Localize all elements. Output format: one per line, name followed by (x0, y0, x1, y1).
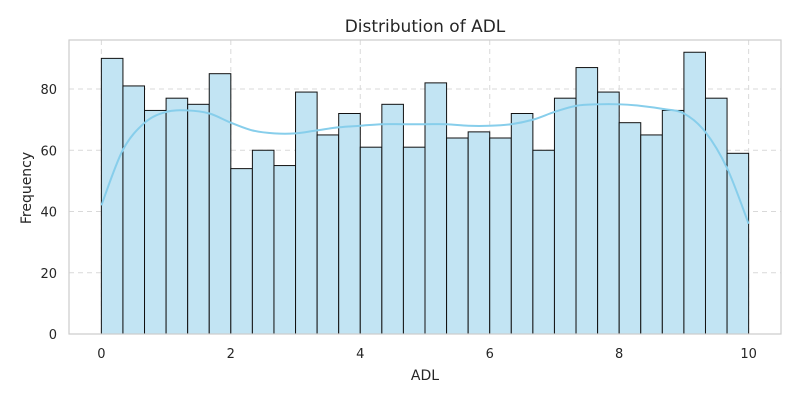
histogram-bars (100, 51, 750, 335)
histogram-bar (316, 134, 340, 335)
x-tick-label: 10 (740, 347, 757, 362)
axes-frame (68, 39, 782, 335)
histogram-bar (510, 113, 534, 335)
histogram-bar (726, 152, 750, 335)
kde-curve (100, 103, 750, 225)
x-tick-label: 4 (356, 347, 364, 362)
y-tick-label: 60 (40, 144, 57, 159)
y-axis-ticks: 0 20 40 60 80 (40, 83, 57, 343)
histogram-bar (187, 103, 210, 335)
x-tick-label: 6 (486, 347, 494, 362)
y-tick-label: 80 (40, 83, 57, 98)
histogram-bar (338, 113, 361, 335)
histogram-bar (532, 149, 555, 335)
chart-title: Distribution of ADL (345, 17, 506, 37)
x-axis-label: ADL (411, 368, 439, 384)
histogram-bar (704, 97, 728, 335)
x-tick-label: 8 (615, 347, 623, 362)
histogram-bar (230, 168, 253, 335)
histogram-bar (683, 51, 706, 335)
histogram-bar (295, 91, 318, 335)
y-tick-label: 20 (40, 267, 57, 282)
histogram-bar (273, 165, 297, 335)
y-tick-label: 0 (49, 328, 57, 343)
x-axis-ticks: 0 2 4 6 8 10 (97, 347, 757, 362)
kde-curve-layer (100, 103, 750, 225)
histogram-bar (467, 131, 491, 335)
histogram-bar (359, 146, 383, 335)
histogram-bar (446, 137, 469, 335)
histogram-bar (402, 146, 426, 335)
histogram-bar (208, 73, 232, 335)
histogram-bar (597, 91, 620, 335)
x-tick-label: 2 (227, 347, 235, 362)
y-tick-label: 40 (40, 206, 57, 221)
histogram-bar (165, 97, 189, 335)
histogram-bar (122, 85, 146, 335)
histogram-bar (381, 103, 404, 335)
histogram-bar (575, 67, 599, 335)
histogram-bar (489, 137, 512, 335)
histogram-bar (251, 149, 275, 335)
x-tick-label: 0 (97, 347, 105, 362)
histogram-bar (618, 122, 642, 335)
y-axis-label: Frequency (19, 152, 35, 224)
histogram-bar (640, 134, 663, 335)
histogram-bar (144, 109, 167, 335)
histogram-bar (553, 97, 577, 335)
histogram-bar (661, 109, 685, 335)
histogram-bar (424, 82, 448, 335)
